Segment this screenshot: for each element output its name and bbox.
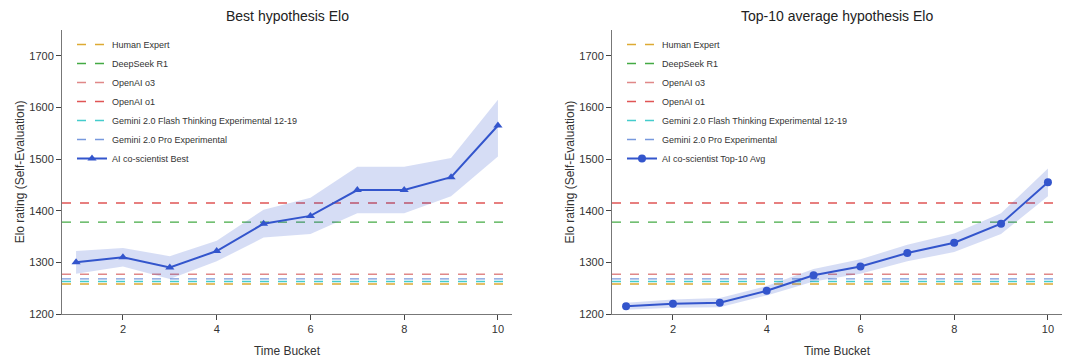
svg-text:6: 6 <box>857 323 863 335</box>
svg-text:Time Bucket: Time Bucket <box>254 344 321 358</box>
svg-text:Time Bucket: Time Bucket <box>804 344 871 358</box>
svg-text:Human Expert: Human Expert <box>662 40 720 50</box>
svg-text:1300: 1300 <box>29 256 53 268</box>
svg-text:DeepSeek R1: DeepSeek R1 <box>112 59 168 69</box>
svg-text:1500: 1500 <box>29 153 53 165</box>
svg-text:6: 6 <box>307 323 313 335</box>
svg-text:OpenAI o1: OpenAI o1 <box>662 97 705 107</box>
svg-text:AI co-scientist Top-10 Avg: AI co-scientist Top-10 Avg <box>662 154 765 164</box>
svg-text:1600: 1600 <box>29 101 53 113</box>
svg-text:1600: 1600 <box>579 101 603 113</box>
svg-text:1400: 1400 <box>579 205 603 217</box>
svg-text:Elo rating (Self-Evaluation): Elo rating (Self-Evaluation) <box>13 101 27 244</box>
svg-text:Gemini 2.0 Flash Thinking Expe: Gemini 2.0 Flash Thinking Experimental 1… <box>112 116 297 126</box>
svg-text:8: 8 <box>401 323 407 335</box>
svg-text:2: 2 <box>120 323 126 335</box>
svg-text:Gemini 2.0 Pro Experimental: Gemini 2.0 Pro Experimental <box>662 135 777 145</box>
svg-text:10: 10 <box>1042 323 1054 335</box>
svg-text:1400: 1400 <box>29 205 53 217</box>
svg-text:OpenAI o3: OpenAI o3 <box>112 78 155 88</box>
svg-text:1700: 1700 <box>29 50 53 62</box>
svg-text:Gemini 2.0 Pro Experimental: Gemini 2.0 Pro Experimental <box>112 135 227 145</box>
svg-text:Top-10 average hypothesis Elo: Top-10 average hypothesis Elo <box>741 8 933 24</box>
svg-text:Elo rating (Self-Evaluation): Elo rating (Self-Evaluation) <box>563 101 577 244</box>
svg-text:1200: 1200 <box>579 308 603 320</box>
svg-text:AI co-scientist Best: AI co-scientist Best <box>112 154 189 164</box>
svg-text:Human Expert: Human Expert <box>112 40 170 50</box>
svg-text:Best hypothesis Elo: Best hypothesis Elo <box>226 8 349 24</box>
svg-text:1700: 1700 <box>579 50 603 62</box>
svg-text:2: 2 <box>670 323 676 335</box>
svg-text:1500: 1500 <box>579 153 603 165</box>
svg-text:1200: 1200 <box>29 308 53 320</box>
svg-text:4: 4 <box>214 323 220 335</box>
svg-text:OpenAI o1: OpenAI o1 <box>112 97 155 107</box>
svg-text:8: 8 <box>951 323 957 335</box>
svg-text:1300: 1300 <box>579 256 603 268</box>
svg-text:Gemini 2.0 Flash Thinking Expe: Gemini 2.0 Flash Thinking Experimental 1… <box>662 116 847 126</box>
svg-text:DeepSeek R1: DeepSeek R1 <box>662 59 718 69</box>
svg-text:10: 10 <box>492 323 504 335</box>
svg-text:4: 4 <box>764 323 770 335</box>
svg-text:OpenAI o3: OpenAI o3 <box>662 78 705 88</box>
